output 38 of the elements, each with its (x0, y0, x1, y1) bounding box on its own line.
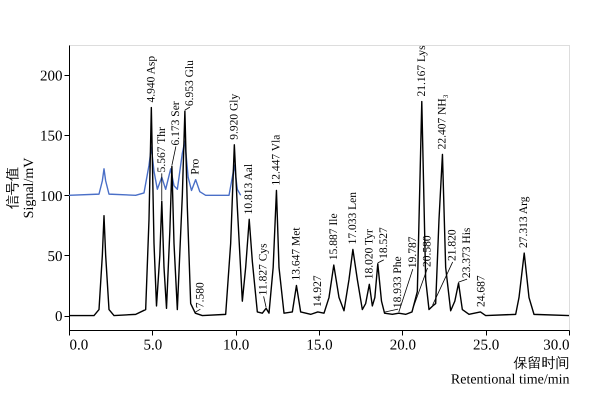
annotation: 7.580 (194, 282, 206, 308)
annotation: 24.687 (475, 275, 488, 307)
annotation: 17.033 Len (346, 192, 359, 244)
y-tick-label: 50 (48, 248, 62, 265)
x-tick-label: 5.0 (143, 338, 162, 354)
annotation: 10.813 Aal (243, 164, 256, 214)
y-tick-label: 0 (55, 309, 62, 326)
annotation: 14.927 (312, 275, 324, 307)
x-axis-title: 保留时间 Retentional time/min (450, 356, 570, 388)
x-tick-label: 15.0 (306, 338, 333, 354)
annotation: 27.313 Arg (518, 196, 530, 248)
annotation: 13.647 Met (290, 226, 302, 281)
y-tick-label: 150 (40, 128, 62, 145)
annotation: 23.373 His (461, 227, 474, 278)
annotation: 11.827 Cys (258, 242, 270, 296)
annotation: Pro (190, 158, 202, 175)
y-axis-title: 信号值 Signal/mV (5, 158, 37, 218)
annotation: 9.920 Gly (228, 94, 240, 140)
x-tick-label: 20.0 (390, 338, 416, 354)
y-tick-label: 100 (40, 188, 62, 205)
y-tick-label: 200 (40, 68, 62, 85)
x-tick-label: 30.0 (543, 338, 570, 354)
annotation: 21.820 (446, 229, 459, 261)
annotation: 15.887 Ile (328, 213, 340, 260)
annotation: 4.940 Asp (145, 56, 158, 103)
annotation: 22.407 NH₃ (436, 94, 448, 150)
annotation: 6.173 Ser (170, 101, 182, 146)
annotation: 18.933 Phe (392, 256, 404, 308)
annotation: 12.447 Vla (270, 134, 282, 186)
annotation: 18.527 (378, 226, 390, 259)
annotation: 5.567 Thr (156, 127, 168, 172)
x-tick-label: 25.0 (473, 338, 500, 354)
x-tick-label: 0.0 (70, 338, 88, 354)
annotation: 6.953 Glu (184, 60, 196, 106)
annotation: 18.020 Tyr (363, 229, 376, 280)
annotation: 19.787 (406, 236, 419, 268)
annotation: 21.167 Lys (416, 44, 428, 97)
x-tick-label: 10.0 (223, 338, 250, 354)
